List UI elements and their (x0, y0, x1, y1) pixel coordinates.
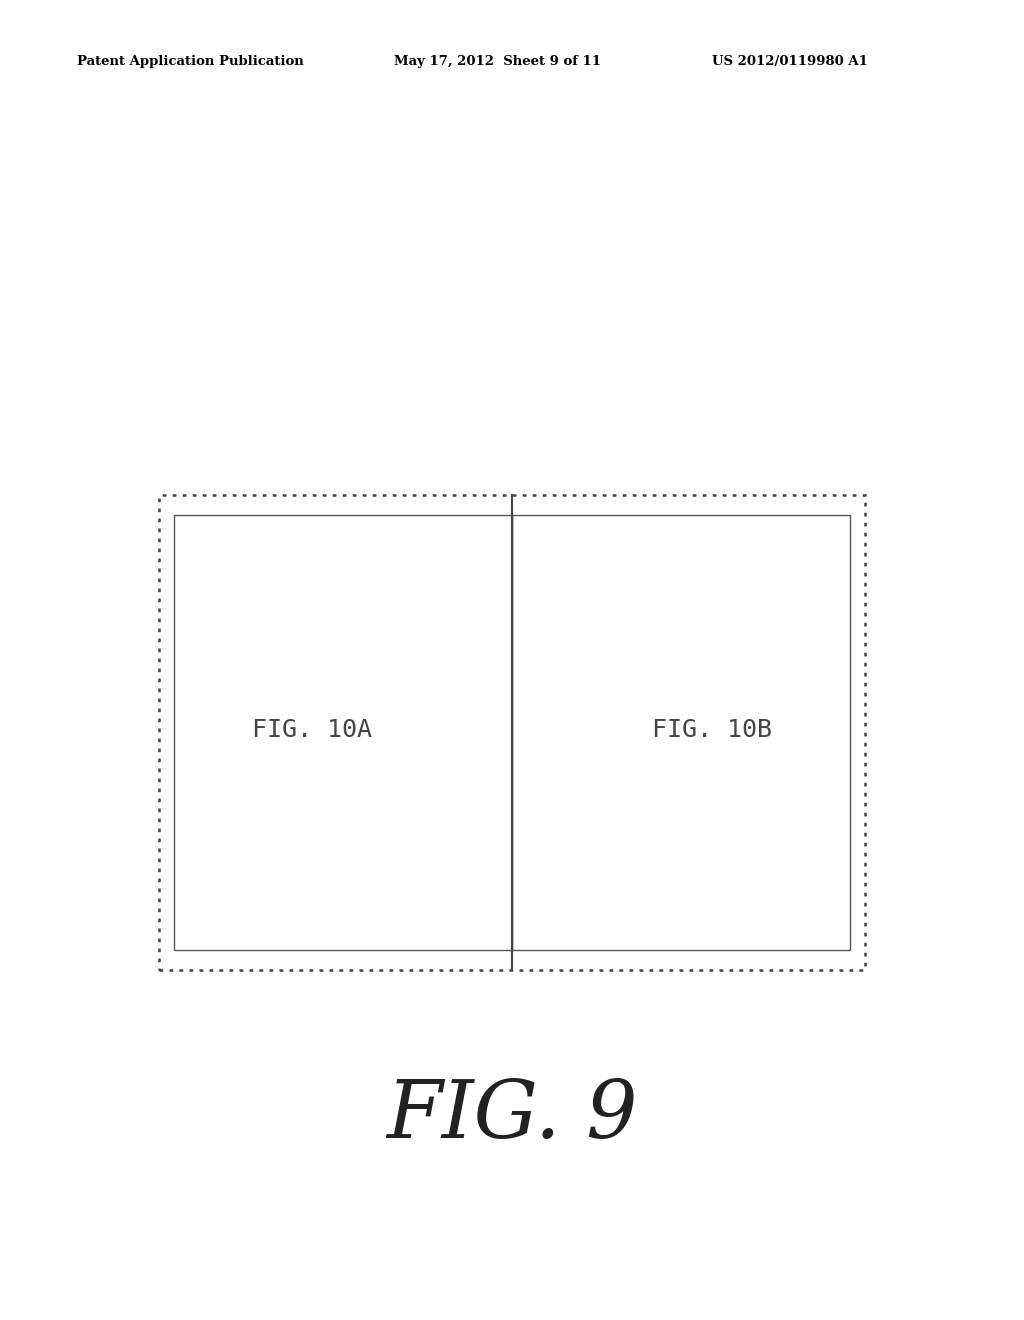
Bar (512, 515, 850, 950)
Bar (159, 495, 865, 970)
Text: FIG. 10B: FIG. 10B (651, 718, 772, 742)
Text: FIG. 10A: FIG. 10A (252, 718, 373, 742)
Bar (174, 515, 512, 950)
Text: FIG. 9: FIG. 9 (386, 1077, 638, 1154)
Text: Patent Application Publication: Patent Application Publication (77, 55, 303, 69)
Text: US 2012/0119980 A1: US 2012/0119980 A1 (712, 55, 867, 69)
Text: May 17, 2012  Sheet 9 of 11: May 17, 2012 Sheet 9 of 11 (394, 55, 601, 69)
